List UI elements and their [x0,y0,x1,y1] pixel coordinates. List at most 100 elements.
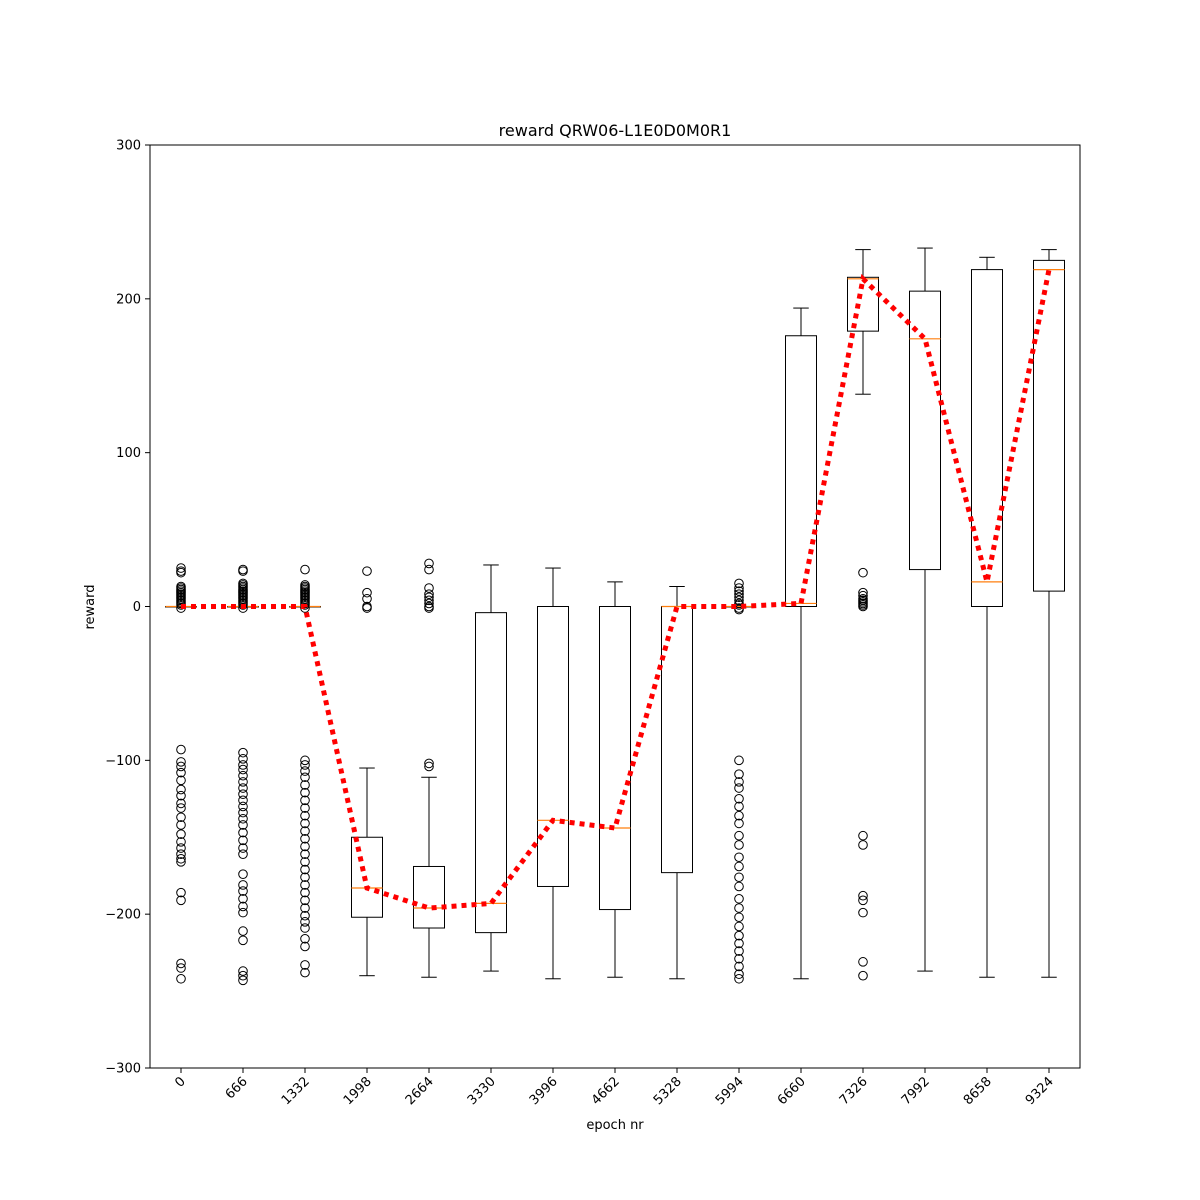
box [475,612,507,934]
outlier-point [734,946,744,956]
outlier-point [734,801,744,812]
outlier-point [238,901,248,912]
outlier-point [238,764,248,775]
x-tick-label: 666 [223,1074,251,1102]
outlier-point [176,775,186,786]
x-tick-label: 9324 [1023,1074,1057,1108]
outlier-point [176,849,186,859]
outlier-point [238,835,248,846]
outlier-point [300,903,310,913]
box-group-7992 [909,247,941,972]
outlier-point [300,826,310,836]
outlier-point [238,600,248,610]
outlier-point [300,941,310,952]
outlier-point [734,578,744,589]
y-tick-label: −300 [105,1062,141,1077]
plot-area [165,247,1065,986]
outlier-point [238,869,248,879]
outlier-point [176,973,186,984]
y-tick-label: −100 [105,754,141,769]
outlier-point [300,910,310,921]
outlier-point [176,744,186,755]
x-tick-label: 2664 [403,1074,437,1108]
outlier-point [424,603,434,613]
outlier-point [300,864,310,875]
outlier-point [734,953,744,964]
outlier-point [300,766,310,776]
outlier-point [238,801,248,812]
x-tick-label: 4662 [589,1074,623,1108]
outlier-point [238,926,248,936]
outlier-point [424,558,434,569]
box [599,606,631,911]
outlier-point [176,784,186,795]
outlier-point [300,818,310,829]
outlier-point [300,833,310,844]
outlier-point [176,853,186,864]
outlier-point [734,595,744,606]
outlier-point [300,887,310,898]
x-tick-label: 7326 [837,1074,871,1108]
box-group-666 [227,564,259,986]
outlier-point [238,813,248,824]
x-tick-label: 5994 [713,1074,747,1108]
x-tick-label: 1998 [341,1074,375,1108]
outlier-point [176,757,186,767]
outlier-point [176,820,186,830]
outlier-point [176,895,186,906]
box-group-5994 [723,578,755,984]
outlier-point [424,758,434,769]
outlier-point [238,970,248,981]
outlier-point [424,598,434,609]
outlier-point [858,830,868,841]
outlier-point [300,795,310,806]
outlier-point [238,935,248,946]
x-tick-label: 0 [172,1074,188,1090]
box-group-1332 [289,564,321,978]
outlier-point [238,777,248,787]
outlier-point [238,827,248,838]
outlier-point [734,969,744,979]
box [351,836,383,918]
median-trend-line [181,269,1052,911]
outlier-point [734,583,744,593]
outlier-point [362,603,372,613]
outlier-point [424,583,434,593]
outlier-point [858,895,868,906]
outlier-point [734,830,744,841]
x-tick-label: 3996 [527,1074,561,1108]
outlier-point [734,938,744,949]
box-group-5328 [661,586,693,980]
box-group-2664 [413,558,445,978]
outlier-point [300,600,310,610]
outlier-point [300,872,310,883]
x-tick-label: 7992 [899,1074,933,1108]
outlier-point [238,795,248,806]
outlier-point [176,790,186,801]
outlier-point [300,603,310,613]
y-axis-label: reward [83,584,98,629]
outlier-point [176,767,186,778]
outlier-point [238,880,248,890]
outlier-point [238,907,248,918]
x-tick-label: 6660 [775,1074,809,1108]
outlier-point [238,843,248,853]
outlier-point [424,595,434,606]
outlier-point [176,958,186,969]
outlier-point [734,961,744,972]
box-group-8658 [971,256,1003,978]
outlier-point [300,857,310,867]
y-tick-label: 300 [116,139,141,154]
outlier-point [300,803,310,813]
outlier-point [238,893,248,904]
outlier-point [300,760,310,770]
outlier-point [734,921,744,932]
outlier-point [424,564,434,575]
outlier-point [734,818,744,829]
outlier-point [734,586,744,596]
x-axis: 0 666 1332 1998 2664 3330 3996 4662 5328 5994 6660… [172,1068,1057,1108]
outlier-point [300,917,310,927]
outlier-point [734,592,744,603]
outlier-point [176,843,186,853]
outlier-point [300,810,310,821]
